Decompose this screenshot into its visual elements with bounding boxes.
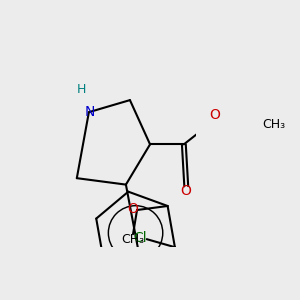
Text: CH₃: CH₃ (262, 118, 285, 131)
Text: O: O (180, 184, 191, 198)
Text: N: N (85, 105, 95, 119)
Text: O: O (209, 108, 220, 122)
Text: O: O (127, 202, 138, 216)
Text: H: H (77, 83, 86, 96)
Text: Cl: Cl (133, 231, 147, 244)
Text: CH₃: CH₃ (122, 233, 145, 247)
